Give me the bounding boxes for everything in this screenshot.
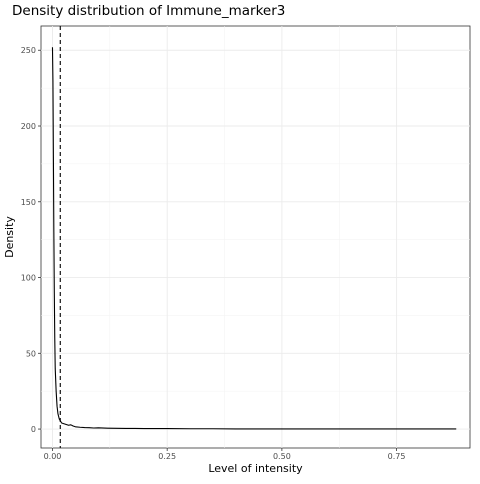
chart-title: Density distribution of Immune_marker3: [12, 3, 285, 19]
x-tick-label: 0.25: [158, 452, 176, 461]
y-tick-label: 200: [21, 122, 36, 131]
plot-panel: [40, 25, 471, 449]
density-series-line: [51, 47, 457, 430]
y-tick-label: 250: [21, 46, 36, 55]
y-tick-label: 0: [31, 425, 36, 434]
x-axis-ticks: 0.00 0.25 0.50 0.75: [44, 448, 406, 461]
y-axis-ticks: 0 50 100 150 200 250: [21, 46, 41, 434]
x-tick-label: 0.00: [44, 452, 62, 461]
minor-gridlines: [41, 26, 470, 448]
y-tick-label: 150: [21, 198, 36, 207]
x-tick-label: 0.50: [273, 452, 291, 461]
series-layer: [51, 47, 457, 430]
x-tick-label: 0.75: [388, 452, 406, 461]
y-tick-label: 100: [21, 274, 36, 283]
y-tick-label: 50: [26, 349, 36, 358]
y-axis-title: Density: [3, 216, 16, 258]
x-axis-title: Level of intensity: [208, 462, 303, 475]
